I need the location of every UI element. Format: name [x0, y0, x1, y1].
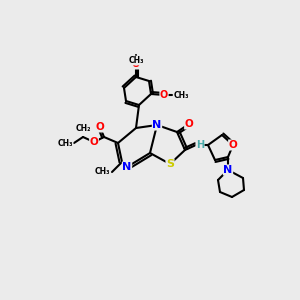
Text: CH₃: CH₃: [174, 91, 190, 100]
Text: O: O: [160, 90, 168, 100]
Text: N: N: [224, 165, 232, 175]
Text: N: N: [152, 120, 162, 130]
Text: O: O: [184, 119, 194, 129]
Text: CH₃: CH₃: [58, 139, 73, 148]
Text: N: N: [122, 162, 132, 172]
Text: O: O: [90, 137, 98, 147]
Text: CH₃: CH₃: [94, 167, 110, 176]
Text: O: O: [132, 59, 140, 69]
Text: O: O: [229, 140, 237, 150]
Text: H: H: [196, 140, 204, 150]
Text: O: O: [96, 122, 104, 132]
Text: CH₂: CH₂: [75, 124, 91, 133]
Text: S: S: [166, 159, 174, 169]
Text: CH₃: CH₃: [128, 56, 144, 65]
